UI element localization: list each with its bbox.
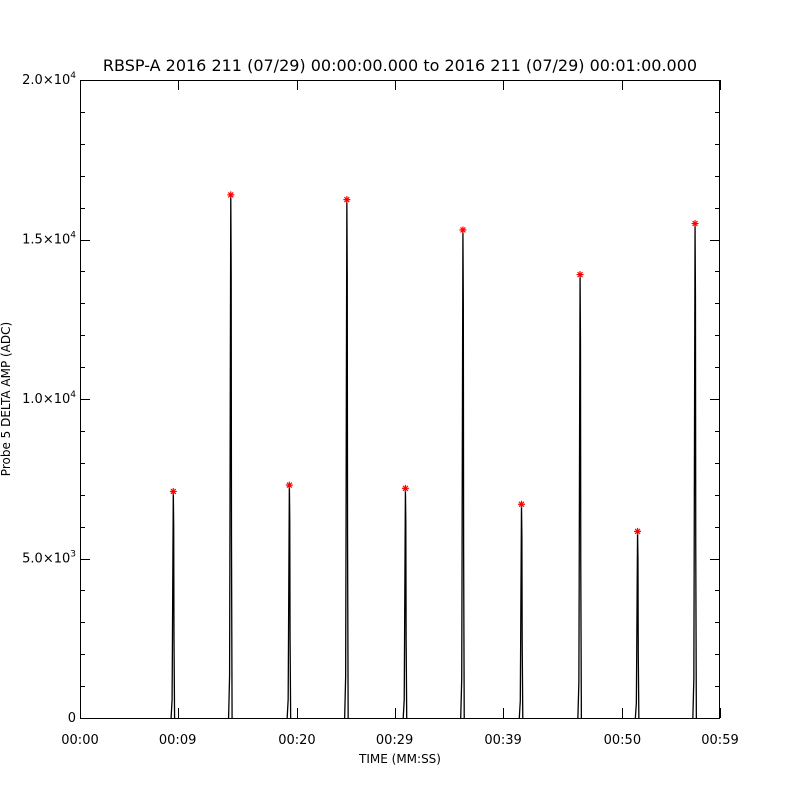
peak-marker — [227, 191, 235, 199]
line-pulse — [460, 229, 465, 719]
x-tick-label: 00:59 — [701, 733, 738, 748]
marker-stroke — [460, 227, 466, 233]
y-tick-label: 2.0×104 — [22, 71, 76, 88]
y-tick-label: 1.0×104 — [22, 390, 76, 407]
y-tick-mantissa: 1.5×10 — [22, 233, 70, 248]
peak-marker — [401, 484, 409, 492]
y-tick-exponent: 3 — [70, 550, 76, 560]
line-pulse — [286, 485, 292, 719]
x-tick-label: 00:29 — [376, 733, 413, 748]
x-axis-ticks: 00:00 00:09 00:20 00:29 00:39 00:50 00:59 — [61, 80, 739, 748]
marker-stroke — [402, 485, 409, 492]
y-axis-label: Probe 5 DELTA AMP (ADC) — [0, 322, 13, 476]
data-series-line — [170, 194, 697, 719]
line-pulse — [170, 491, 176, 719]
peak-marker — [285, 481, 293, 489]
marker-stroke — [634, 528, 641, 535]
y-tick-mantissa: 5.0×10 — [22, 552, 70, 567]
line-pulse — [344, 199, 349, 719]
marker-stroke — [692, 220, 698, 227]
y-tick-mantissa: 0 — [68, 711, 76, 726]
y-tick-label: 5.0×103 — [22, 550, 76, 567]
marker-stroke — [343, 196, 350, 203]
line-pulse — [634, 531, 640, 719]
y-tick-mantissa: 2.0×10 — [22, 73, 70, 88]
peak-marker — [459, 226, 467, 234]
y-tick-exponent: 4 — [70, 390, 76, 400]
line-pulse — [577, 274, 583, 719]
marker-stroke — [286, 482, 293, 489]
y-tick-exponent: 4 — [70, 231, 76, 241]
peak-marker — [691, 220, 699, 228]
chart-title: RBSP-A 2016 211 (07/29) 00:00:00.000 to … — [103, 56, 697, 75]
line-pulse — [692, 223, 697, 719]
peak-marker — [576, 271, 584, 279]
y-tick-label: 0 — [68, 711, 76, 726]
data-series-markers — [169, 191, 699, 535]
x-tick-label: 00:39 — [484, 733, 521, 748]
y-tick-exponent: 4 — [70, 71, 76, 81]
x-tick-label: 00:09 — [159, 733, 196, 748]
y-tick-label: 1.5×104 — [22, 231, 76, 248]
peak-marker — [343, 196, 351, 204]
line-pulse — [402, 488, 408, 719]
marker-stroke — [170, 488, 177, 495]
x-tick-label: 00:20 — [278, 733, 315, 748]
x-tick-label: 00:50 — [604, 733, 641, 748]
x-axis-label: TIME (MM:SS) — [358, 752, 441, 766]
peak-marker — [517, 500, 525, 508]
line-pulse — [227, 194, 233, 719]
line-pulse — [518, 504, 524, 719]
x-tick-label: 00:00 — [61, 733, 98, 748]
marker-stroke — [518, 501, 525, 508]
marker-stroke — [577, 271, 583, 278]
marker-stroke — [227, 191, 234, 198]
y-tick-mantissa: 1.0×10 — [22, 392, 70, 407]
peak-marker — [169, 488, 177, 496]
peak-marker — [634, 527, 642, 535]
